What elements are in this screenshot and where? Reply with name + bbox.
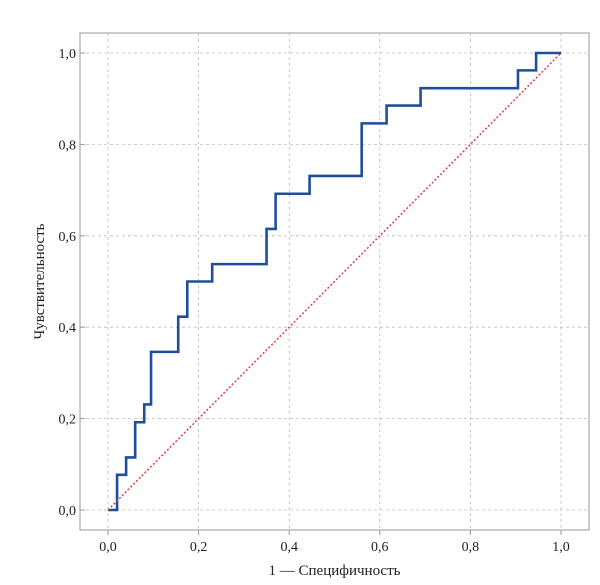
reference-diagonal bbox=[107, 52, 562, 511]
y-axis-title: Чувствительность bbox=[32, 223, 48, 339]
x-tick-label: 0,8 bbox=[462, 540, 480, 555]
x-tick-label: 1,0 bbox=[552, 540, 570, 555]
plot-frame bbox=[79, 32, 590, 531]
series-layer bbox=[107, 51, 562, 512]
y-tick-label: 0,4 bbox=[59, 321, 77, 336]
x-axis-title: 1 — Специфичность bbox=[269, 563, 401, 579]
y-axis-ticks: 0,0 0,2 0,4 0,6 0,8 1,0 bbox=[59, 47, 85, 519]
y-tick-label: 0,2 bbox=[59, 413, 77, 428]
x-tick-label: 0,6 bbox=[371, 540, 389, 555]
y-tick-label: 0,6 bbox=[59, 230, 77, 245]
x-tick-label: 0,2 bbox=[190, 540, 208, 555]
y-tick-label: 0,8 bbox=[59, 138, 77, 153]
x-axis-ticks: 0,0 0,2 0,4 0,6 0,8 1,0 bbox=[99, 530, 570, 555]
grid bbox=[80, 33, 589, 530]
x-tick-label: 0,4 bbox=[280, 540, 298, 555]
x-tick-label: 0,0 bbox=[99, 540, 117, 555]
roc-curve bbox=[108, 51, 561, 512]
y-tick-label: 1,0 bbox=[59, 47, 77, 62]
y-tick-label: 0,0 bbox=[59, 504, 77, 519]
